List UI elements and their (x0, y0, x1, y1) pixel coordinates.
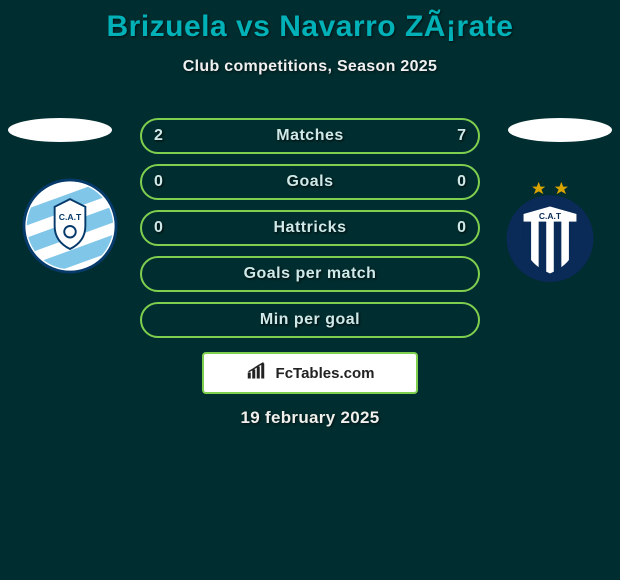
stat-left-value: 0 (154, 173, 163, 191)
page-title: Brizuela vs Navarro ZÃ¡rate (0, 0, 620, 44)
stat-row-mpg: Min per goal (140, 302, 480, 338)
attribution-badge: FcTables.com (202, 352, 418, 394)
stats-column: 2 Matches 7 0 Goals 0 0 Hattricks 0 Goal… (140, 118, 480, 348)
stat-label: Goals per match (244, 265, 377, 283)
player-label-left (8, 118, 112, 142)
stat-left-value: 0 (154, 219, 163, 237)
stat-row-gpm: Goals per match (140, 256, 480, 292)
stat-row-goals: 0 Goals 0 (140, 164, 480, 200)
snapshot-date: 19 february 2025 (0, 408, 620, 428)
club-crest-right: C.A.T (502, 180, 598, 276)
stat-right-value: 0 (457, 219, 466, 237)
attribution-text: FcTables.com (276, 365, 375, 382)
player-label-right (508, 118, 612, 142)
stat-label: Hattricks (274, 219, 347, 237)
svg-text:C.A.T: C.A.T (539, 211, 562, 221)
stat-label: Goals (287, 173, 334, 191)
svg-text:C.A.T: C.A.T (59, 212, 82, 222)
stat-label: Matches (276, 127, 344, 145)
stat-row-matches: 2 Matches 7 (140, 118, 480, 154)
page-subtitle: Club competitions, Season 2025 (0, 58, 620, 76)
stat-label: Min per goal (260, 311, 360, 329)
stat-right-value: 0 (457, 173, 466, 191)
stat-row-hattricks: 0 Hattricks 0 (140, 210, 480, 246)
stat-left-value: 2 (154, 127, 163, 145)
bar-chart-icon (246, 362, 272, 385)
stat-right-value: 7 (457, 127, 466, 145)
club-crest-left: C.A.T (22, 178, 118, 274)
